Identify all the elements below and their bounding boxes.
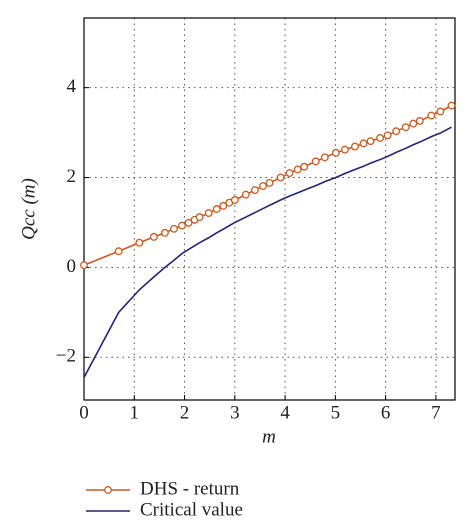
data-point — [114, 247, 123, 256]
data-point — [149, 232, 158, 241]
data-point — [331, 148, 340, 157]
data-point — [276, 173, 285, 182]
x-tick-label: 6 — [381, 402, 391, 423]
x-tick-label: 7 — [431, 402, 441, 423]
series-line — [83, 126, 452, 378]
data-point — [135, 238, 144, 247]
data-point — [293, 165, 302, 174]
data-point — [80, 261, 88, 270]
data-point — [184, 218, 193, 227]
data-point — [401, 123, 410, 132]
x-tick-label: 5 — [331, 402, 341, 423]
data-point — [160, 228, 169, 237]
data-point — [340, 145, 349, 154]
data-point — [427, 111, 436, 120]
x-tick-label: 1 — [130, 402, 140, 423]
data-point — [366, 137, 375, 146]
data-point — [230, 196, 239, 204]
data-point — [170, 224, 178, 233]
legend-marker — [104, 486, 112, 494]
data-point — [311, 157, 320, 166]
data-point — [265, 178, 274, 187]
data-point — [392, 127, 401, 136]
data-point — [195, 213, 204, 222]
y-axis-label: Qcc (m) — [18, 178, 39, 240]
data-point — [351, 142, 359, 151]
data-point — [376, 134, 385, 142]
data-point — [300, 162, 309, 171]
data-point — [409, 119, 418, 128]
data-point — [436, 107, 445, 116]
data-point — [219, 201, 228, 210]
data-point — [250, 186, 259, 195]
x-axis-label: m — [262, 426, 276, 447]
y-tick-label: 4 — [67, 76, 77, 97]
data-point — [447, 101, 456, 110]
x-tick-label: 0 — [79, 402, 89, 423]
x-tick-label: 2 — [180, 402, 190, 423]
data-point — [241, 190, 250, 199]
data-point — [320, 153, 329, 162]
legend-label: DHS - return — [140, 478, 240, 499]
y-tick-label: −2 — [56, 346, 76, 367]
data-point — [204, 209, 213, 217]
data-point — [285, 169, 294, 177]
data-point — [415, 116, 424, 125]
data-point — [383, 131, 392, 140]
x-tick-label: 3 — [230, 402, 240, 423]
plot-frame — [83, 17, 456, 401]
y-tick-label: 2 — [67, 166, 77, 187]
data-point — [359, 139, 368, 148]
data-point — [178, 221, 186, 230]
legend-label: Critical value — [140, 499, 243, 520]
data-point — [212, 205, 221, 213]
y-tick-label: 0 — [67, 256, 77, 277]
x-tick-label: 4 — [280, 402, 290, 423]
data-point — [259, 182, 267, 191]
